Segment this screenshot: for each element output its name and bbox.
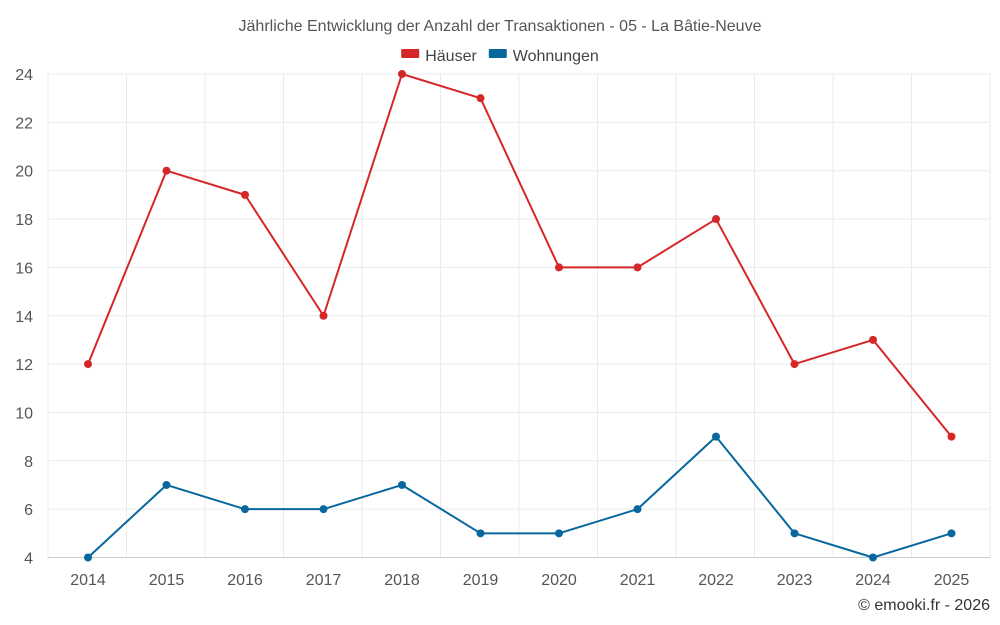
y-tick-label: 24 <box>15 67 33 84</box>
data-point-h-user <box>633 263 642 272</box>
data-point-wohnungen <box>319 505 328 514</box>
grid <box>47 73 991 558</box>
x-tick-label: 2020 <box>541 572 577 589</box>
x-tick-label: 2015 <box>149 572 185 589</box>
x-tick-label: 2024 <box>855 572 891 589</box>
credit-text: © emooki.fr - 2026 <box>858 597 990 614</box>
data-point-wohnungen <box>790 529 799 538</box>
x-tick-label: 2016 <box>227 572 263 589</box>
data-point-wohnungen <box>84 553 92 562</box>
data-point-h-user <box>555 263 563 272</box>
legend-label: Wohnungen <box>513 48 599 65</box>
x-tick-label: 2022 <box>698 572 734 589</box>
data-point-h-user <box>319 311 328 320</box>
y-tick-label: 14 <box>15 309 33 326</box>
data-point-wohnungen <box>398 480 406 489</box>
series-group <box>84 70 956 562</box>
data-point-wohnungen <box>869 553 877 562</box>
y-tick-label: 6 <box>24 502 33 519</box>
y-tick-label: 16 <box>15 260 33 277</box>
x-tick-label: 2014 <box>70 572 106 589</box>
legend-label: Häuser <box>425 48 477 65</box>
series-line-h-user <box>87 73 953 438</box>
x-tick-label: 2025 <box>934 572 970 589</box>
data-point-wohnungen <box>162 480 171 489</box>
legend: Häuser Wohnungen <box>401 48 599 65</box>
data-point-h-user <box>947 432 956 441</box>
x-tick-label: 2019 <box>463 572 499 589</box>
data-point-wohnungen <box>712 432 720 441</box>
x-tick-label: 2021 <box>620 572 656 589</box>
data-point-h-user <box>241 190 249 199</box>
data-point-h-user <box>84 360 92 369</box>
y-tick-label: 10 <box>15 405 33 422</box>
x-tick-label: 2023 <box>777 572 813 589</box>
data-point-h-user <box>476 94 485 103</box>
data-point-h-user <box>790 360 799 369</box>
x-tick-label: 2018 <box>384 572 420 589</box>
x-axis: 2014 2015 2016 2017 2018 2019 2020 2021 2022 2023… <box>70 572 969 589</box>
y-tick-label: 12 <box>15 357 33 374</box>
legend-item[interactable]: Wohnungen <box>488 48 599 65</box>
data-point-wohnungen <box>241 505 249 514</box>
y-tick-label: 22 <box>15 115 33 132</box>
legend-item[interactable]: Häuser <box>401 48 477 65</box>
y-axis: 4 6 8 10 12 14 16 18 20 22 24 <box>15 67 33 568</box>
data-point-wohnungen <box>476 529 485 538</box>
data-point-h-user <box>162 166 171 175</box>
chart-title: Jährliche Entwicklung der Anzahl der Tra… <box>239 18 762 35</box>
legend-swatch <box>488 49 507 58</box>
data-point-wohnungen <box>555 529 563 538</box>
y-tick-label: 18 <box>15 212 33 229</box>
legend-swatch <box>401 49 420 58</box>
data-point-wohnungen <box>633 505 642 514</box>
data-point-h-user <box>712 215 720 224</box>
data-point-h-user <box>398 70 406 78</box>
y-tick-label: 4 <box>24 551 33 568</box>
data-point-h-user <box>869 335 877 344</box>
y-tick-label: 20 <box>15 164 33 181</box>
x-tick-label: 2017 <box>306 572 342 589</box>
series-line-wohnungen <box>87 435 952 559</box>
data-point-wohnungen <box>947 529 956 538</box>
y-tick-label: 8 <box>24 454 33 471</box>
